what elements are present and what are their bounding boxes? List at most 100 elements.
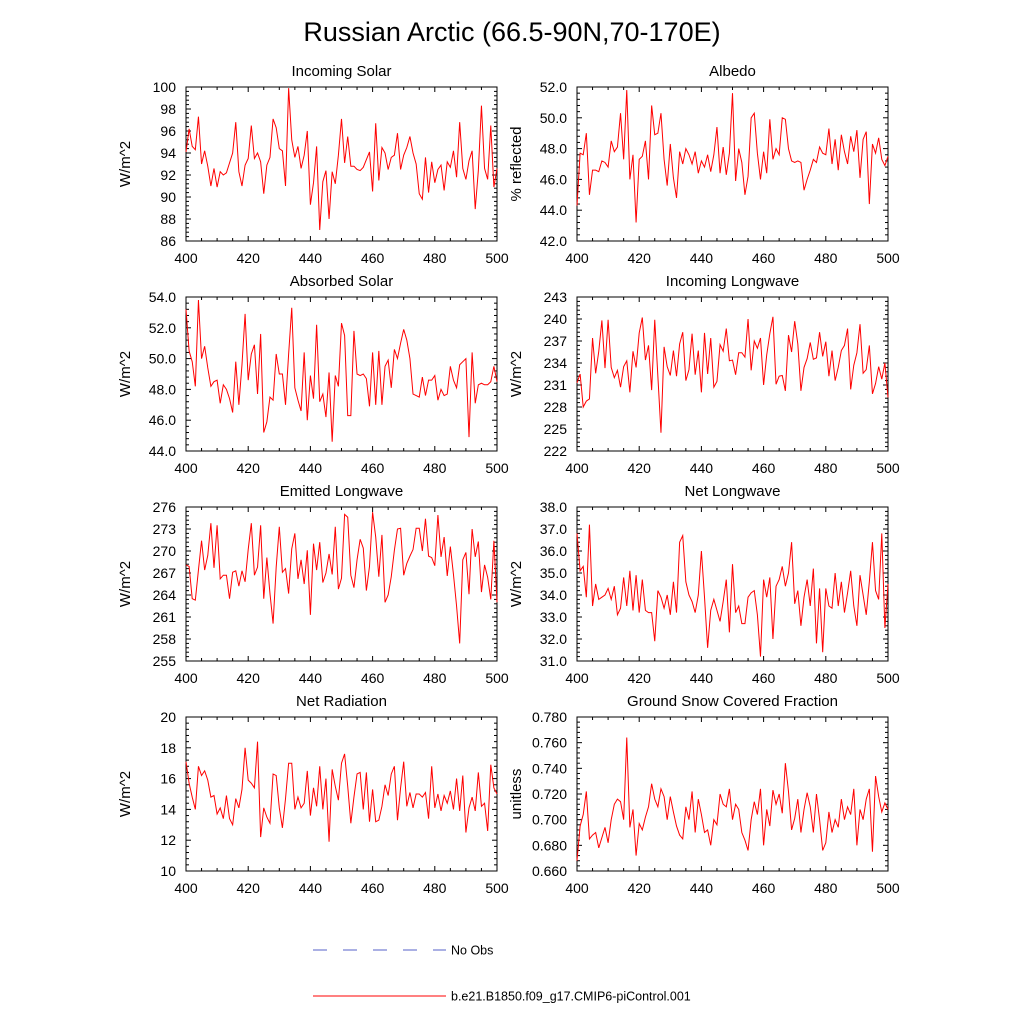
y-tick-label: 273 [153, 521, 177, 537]
y-tick-label: 94 [160, 145, 176, 161]
x-tick-label: 500 [876, 880, 900, 896]
y-tick-label: 48.0 [149, 381, 176, 397]
series-line-albedo [576, 90, 889, 223]
x-tick-label: 500 [485, 460, 509, 476]
panel-net-longwave: Net Longwave W/m^2 400 420 440 460 480 500 31.0 3… [508, 483, 900, 686]
series-line-absorbed-solar [185, 300, 498, 442]
y-tick-label: 35.0 [540, 565, 567, 581]
x-tick-label: 500 [485, 250, 509, 266]
x-tick-label: 480 [814, 250, 838, 266]
y-tick-label: 258 [153, 631, 177, 647]
y-tick-label: 255 [153, 653, 177, 669]
x-tick-label: 400 [174, 880, 198, 896]
panel-emitted-longwave: Emitted Longwave W/m^2 400 420 440 460 480 500 2… [117, 483, 509, 686]
chart-legend: No Obs b.e21.B1850.f09_g17.CMIP6-piContr… [313, 944, 691, 1004]
x-tick-label: 460 [752, 670, 776, 686]
panel-title: Ground Snow Covered Fraction [627, 693, 838, 710]
series-line-incoming-longwave [576, 316, 889, 433]
x-tick-label: 480 [423, 460, 447, 476]
x-tick-label: 440 [690, 460, 714, 476]
x-tick-label: 420 [237, 670, 261, 686]
x-tick-label: 460 [752, 880, 776, 896]
x-tick-label: 420 [628, 880, 652, 896]
y-tick-label: 100 [153, 79, 177, 95]
panel-title: Incoming Longwave [666, 273, 799, 290]
legend-label-model: b.e21.B1850.f09_g17.CMIP6-piControl.001 [451, 990, 691, 1004]
x-tick-label: 460 [361, 460, 385, 476]
chart-title: Russian Arctic (66.5-90N,70-170E) [303, 17, 720, 47]
plot-frame [185, 86, 498, 242]
x-tick-label: 480 [423, 880, 447, 896]
panel-title: Absorbed Solar [290, 273, 393, 290]
y-tick-label: 0.740 [532, 760, 567, 776]
plot-frame [185, 716, 498, 872]
y-tick-label: 88 [160, 211, 176, 227]
y-tick-label: 225 [544, 421, 568, 437]
x-tick-label: 460 [361, 670, 385, 686]
x-tick-label: 480 [423, 670, 447, 686]
x-tick-label: 440 [690, 880, 714, 896]
x-tick-label: 460 [361, 880, 385, 896]
y-tick-label: 228 [544, 399, 568, 415]
y-tick-label: 234 [544, 355, 568, 371]
y-tick-label: 270 [153, 543, 177, 559]
plot-frame [185, 296, 498, 452]
y-tick-label: 237 [544, 333, 568, 349]
y-tick-label: 0.760 [532, 735, 567, 751]
x-tick-label: 440 [299, 460, 323, 476]
y-axis-label: W/m^2 [117, 351, 134, 397]
y-tick-label: 52.0 [149, 320, 176, 336]
y-tick-label: 98 [160, 101, 176, 117]
x-tick-label: 440 [690, 670, 714, 686]
y-tick-label: 37.0 [540, 521, 567, 537]
panel-title: Net Radiation [296, 693, 387, 710]
x-tick-label: 500 [485, 880, 509, 896]
x-tick-label: 400 [174, 670, 198, 686]
y-tick-label: 264 [153, 587, 177, 603]
plot-frame [576, 716, 889, 872]
y-tick-label: 48.0 [540, 141, 567, 157]
y-axis-label: % reflected [508, 126, 525, 201]
x-tick-label: 420 [237, 880, 261, 896]
y-tick-label: 0.780 [532, 709, 567, 725]
panel-title: Emitted Longwave [280, 483, 403, 500]
x-tick-label: 420 [628, 460, 652, 476]
y-tick-label: 222 [544, 443, 568, 459]
y-axis-label: W/m^2 [508, 351, 525, 397]
y-tick-label: 16 [160, 771, 176, 787]
series-line-incoming-solar [185, 88, 498, 231]
y-tick-label: 34.0 [540, 587, 567, 603]
y-tick-label: 50.0 [149, 351, 176, 367]
x-tick-label: 480 [814, 880, 838, 896]
y-tick-label: 32.0 [540, 631, 567, 647]
x-tick-label: 420 [237, 250, 261, 266]
x-tick-label: 400 [174, 460, 198, 476]
series-line-ground-snow-covered-fraction [576, 737, 889, 861]
y-tick-label: 52.0 [540, 79, 567, 95]
y-tick-label: 240 [544, 311, 568, 327]
y-axis-label: unitless [508, 769, 525, 820]
x-tick-label: 460 [752, 460, 776, 476]
y-tick-label: 0.720 [532, 786, 567, 802]
x-tick-label: 400 [174, 250, 198, 266]
x-tick-label: 440 [690, 250, 714, 266]
y-tick-label: 12 [160, 832, 176, 848]
y-tick-label: 18 [160, 740, 176, 756]
series-line-net-radiation [185, 741, 498, 842]
chart-panels: Incoming Solar W/m^2 400 420 440 460 480 500 86 8… [117, 63, 900, 896]
y-tick-label: 38.0 [540, 499, 567, 515]
y-tick-label: 276 [153, 499, 177, 515]
y-axis-label: W/m^2 [117, 141, 134, 187]
plot-frame [185, 506, 498, 662]
y-tick-label: 31.0 [540, 653, 567, 669]
y-tick-label: 92 [160, 167, 176, 183]
plot-frame [576, 296, 889, 452]
y-tick-label: 46.0 [540, 171, 567, 187]
panel-incoming-longwave: Incoming Longwave W/m^2 400 420 440 460 480 500… [508, 273, 900, 476]
x-tick-label: 400 [565, 670, 589, 686]
x-tick-label: 440 [299, 880, 323, 896]
y-tick-label: 267 [153, 565, 177, 581]
y-axis-label: W/m^2 [508, 561, 525, 607]
x-tick-label: 500 [876, 670, 900, 686]
y-tick-label: 20 [160, 709, 176, 725]
